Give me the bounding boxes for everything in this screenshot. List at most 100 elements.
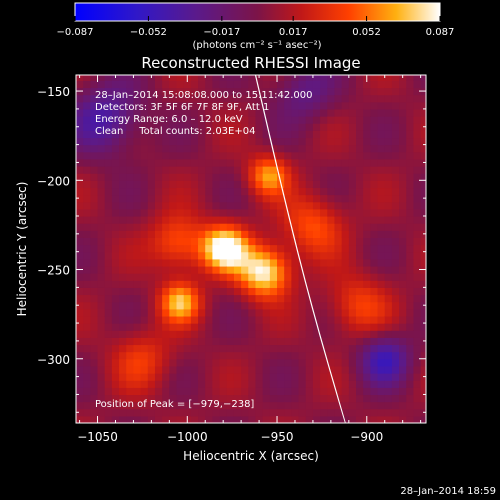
heatmap-cell (327, 166, 336, 174)
heatmap-cell (198, 80, 206, 89)
heatmap-cell (334, 373, 343, 381)
heatmap-cell (377, 301, 386, 310)
heatmap-cell (162, 394, 170, 403)
heatmap-cell (341, 287, 350, 296)
heatmap-cell (384, 215, 393, 224)
heatmap-cell (269, 401, 278, 410)
heatmap-cell (341, 365, 350, 374)
heatmap-cell (219, 315, 228, 324)
heatmap-cell (356, 323, 364, 331)
heatmap-cell (312, 294, 321, 303)
heatmap-cell (205, 180, 214, 189)
heatmap-cell (169, 144, 178, 153)
heatmap-cell (262, 208, 271, 217)
heatmap-cell (233, 373, 242, 381)
heatmap-cell (226, 158, 235, 167)
heatmap-cell (126, 401, 135, 410)
heatmap-cell (205, 187, 214, 196)
heatmap-cell (83, 75, 91, 81)
heatmap-cell (97, 287, 106, 296)
heatmap-cell (298, 323, 307, 331)
heatmap-cell (320, 108, 328, 117)
heatmap-cell (241, 123, 249, 131)
heatmap-cell (356, 287, 364, 296)
heatmap-cell (312, 323, 321, 331)
heatmap-cell (241, 116, 249, 124)
heatmap-cell (104, 101, 113, 110)
heatmap-cell (305, 265, 314, 274)
heatmap-cell (348, 116, 357, 124)
heatmap-cell (406, 330, 415, 338)
x-tick-label: −900 (350, 430, 383, 444)
heatmap-cell (312, 258, 321, 267)
heatmap-cell (169, 180, 178, 189)
heatmap-cell (312, 301, 321, 310)
heatmap-cell (341, 108, 350, 117)
heatmap-cell (190, 258, 199, 267)
heatmap-cell (190, 194, 199, 203)
heatmap-cell (154, 230, 163, 238)
heatmap-cell (277, 394, 285, 403)
heatmap-cell (219, 94, 228, 103)
heatmap-cell (334, 337, 343, 346)
heatmap-cell (327, 330, 336, 338)
heatmap-cell (241, 144, 249, 153)
heatmap-cell (312, 280, 321, 288)
heatmap-cell (119, 280, 127, 288)
heatmap-cell (370, 251, 379, 260)
heatmap-cell (176, 294, 185, 303)
heatmap-cell (198, 194, 206, 203)
heatmap-cell (176, 237, 185, 246)
heatmap-cell (111, 223, 120, 231)
heatmap-cell (198, 101, 206, 110)
heatmap-cell (133, 387, 142, 396)
heatmap-cell (147, 151, 156, 160)
heatmap-cell (384, 351, 393, 360)
heatmap-cell (126, 344, 135, 353)
heatmap-cell (248, 380, 257, 388)
heatmap-cell (104, 80, 113, 89)
heatmap-cell (133, 273, 142, 281)
heatmap-cell (147, 237, 156, 246)
heatmap-cell (169, 265, 178, 274)
heatmap-cell (356, 130, 364, 139)
heatmap-cell (154, 144, 163, 153)
heatmap-cell (262, 151, 271, 160)
heatmap-cell (162, 387, 170, 396)
heatmap-cell (205, 251, 214, 260)
heatmap-cell (111, 323, 120, 331)
heatmap-cell (370, 194, 379, 203)
heatmap-cell (370, 230, 379, 238)
heatmap-cell (255, 158, 264, 167)
heatmap-cell (341, 373, 350, 381)
heatmap-cell (83, 166, 91, 174)
heatmap-cell (363, 323, 371, 331)
heatmap-cell (241, 194, 249, 203)
heatmap-cell (119, 158, 127, 167)
heatmap-cell (126, 123, 135, 131)
heatmap-cell (420, 208, 426, 217)
heatmap-cell (420, 308, 426, 317)
heatmap-cell (363, 280, 371, 288)
heatmap-cell (291, 151, 300, 160)
heatmap-cell (198, 116, 206, 124)
heatmap-cell (406, 194, 415, 203)
heatmap-cell (327, 144, 336, 153)
heatmap-cell (348, 315, 357, 324)
heatmap-cell (269, 301, 278, 310)
heatmap-cell (406, 166, 415, 174)
heatmap-cell (219, 144, 228, 153)
heatmap-cell (183, 365, 192, 374)
heatmap-cell (291, 244, 300, 253)
heatmap-cell (90, 75, 99, 81)
heatmap-cell (176, 208, 185, 217)
heatmap-cell (198, 344, 206, 353)
heatmap-cell (420, 130, 426, 139)
heatmap-cell (327, 323, 336, 331)
heatmap-cell (126, 351, 135, 360)
heatmap-cell (262, 308, 271, 317)
heatmap-cell (291, 144, 300, 153)
colorbar-tick-label: −0.017 (203, 27, 240, 38)
heatmap-cell (334, 80, 343, 89)
colorbar-gradient (74, 2, 441, 22)
